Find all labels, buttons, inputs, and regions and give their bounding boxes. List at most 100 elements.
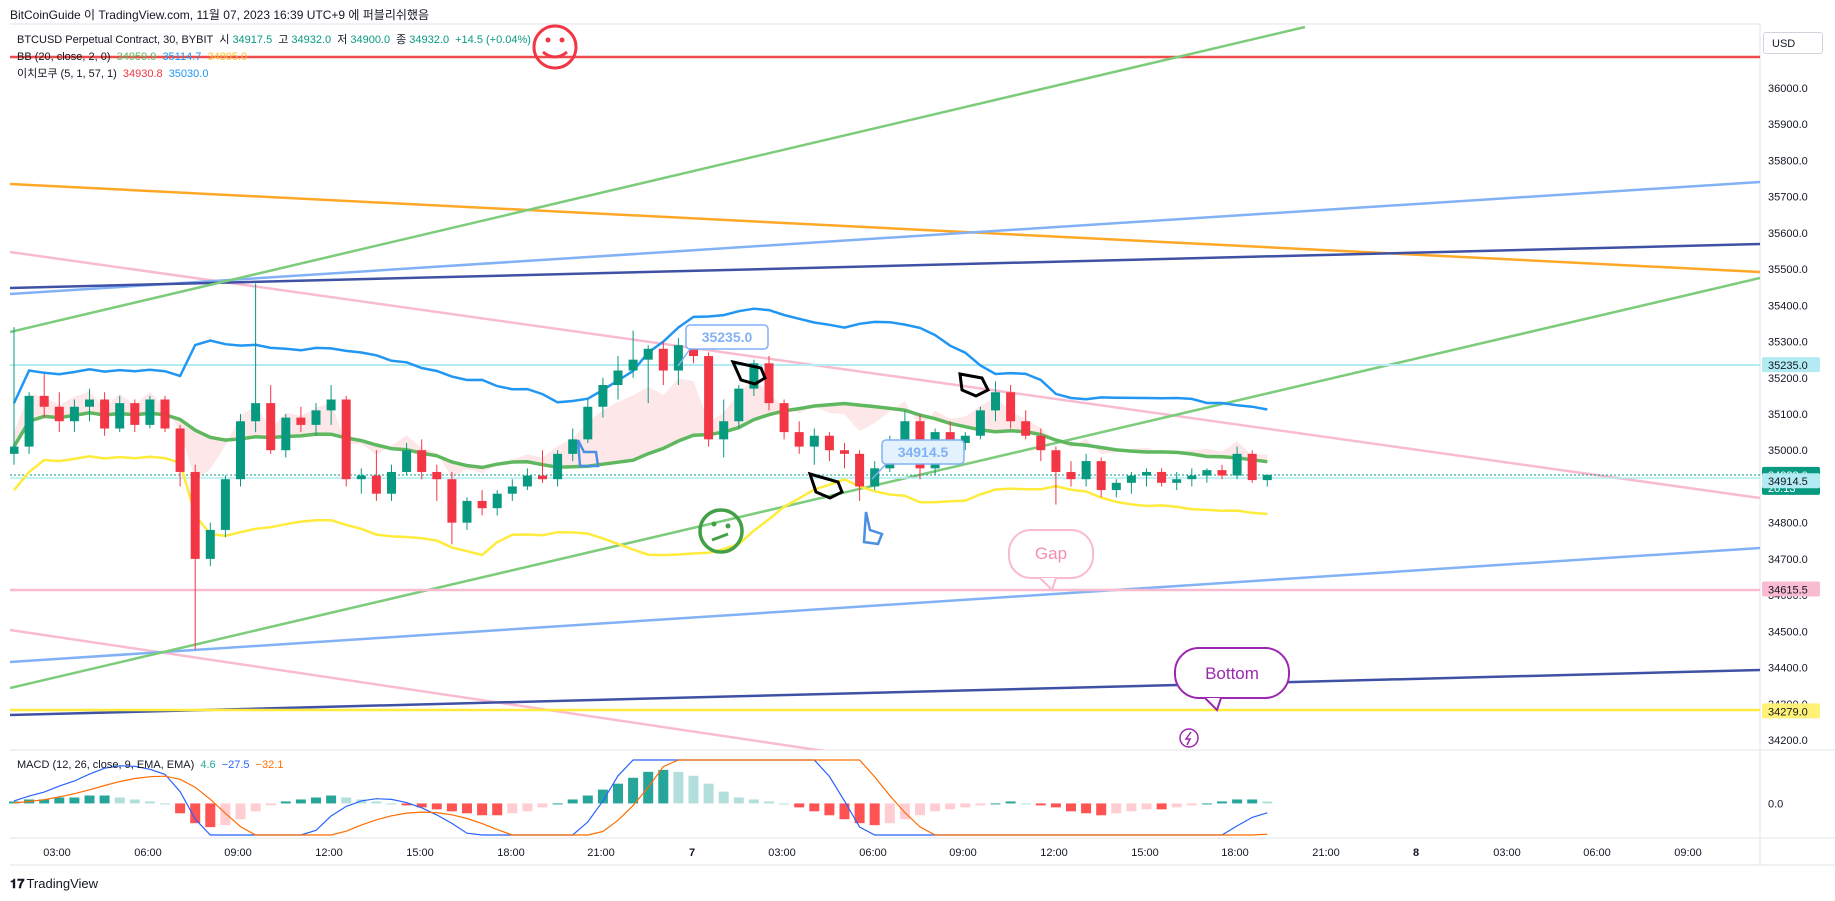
price-axis[interactable]: 36000.0 35900.0 35800.0 35700.0 35600.0 35500… [1762, 83, 1820, 747]
price-tick-label: 34400.0 [1768, 663, 1808, 675]
candle-body [85, 399, 94, 407]
candle-body [553, 453, 563, 480]
candle-body [417, 450, 427, 472]
trendline-drawings[interactable] [10, 25, 1760, 890]
price-tick-label: 35100.0 [1768, 409, 1808, 421]
navy-upper-trendline[interactable] [10, 242, 1760, 290]
price-tick-label: 35800.0 [1768, 155, 1808, 167]
smiley-face-icon [532, 24, 578, 70]
time-tick-label: 06:00 [859, 847, 887, 859]
time-tick-label: 8 [1413, 847, 1419, 859]
orange-trendline[interactable] [10, 182, 1760, 274]
candle-body [402, 450, 412, 472]
macd-histogram-bar [84, 795, 95, 804]
callout-text-2: 34914.5 [898, 444, 949, 460]
price-callout-34914[interactable]: 34914.5 [871, 439, 965, 480]
candle-body [10, 446, 19, 454]
price-tick-label: 35300.0 [1768, 337, 1808, 349]
macd-histogram-bar [265, 803, 276, 806]
candle-body [175, 428, 185, 472]
green-lower-trendline[interactable] [10, 276, 1760, 690]
macd-histogram-bar [205, 803, 216, 828]
candle [643, 345, 653, 404]
publish-caption: BitCoinGuide 이 TradingView.com, 11월 07, … [10, 8, 429, 22]
macd-histogram-bar [1111, 803, 1122, 814]
light-blue-lower-trendline[interactable] [10, 546, 1760, 664]
change-value: +14.5 (+0.04%) [455, 34, 531, 46]
candle [734, 385, 744, 429]
price-tick-label: 34500.0 [1768, 626, 1808, 638]
macd-histogram-bar [39, 799, 50, 804]
candle-body [1172, 479, 1182, 483]
gap-bubble[interactable]: Gap [1008, 529, 1094, 592]
candle-body [492, 493, 502, 509]
macd-histogram-bar [1005, 801, 1016, 804]
macd-histogram-bar [930, 803, 941, 812]
close-value: 34932.0 [409, 34, 450, 46]
price-callout-35235[interactable]: 35235.0 [677, 324, 769, 367]
candle [130, 399, 140, 433]
macd-legend[interactable]: MACD (12, 26, close, 9, EMA, EMA) 4.6 −2… [17, 759, 286, 772]
candle [840, 442, 849, 469]
macd-histogram-bar [1247, 799, 1258, 804]
navy-lower-trendline[interactable] [10, 668, 1760, 717]
candle [583, 399, 593, 443]
macd-histogram-bar [160, 803, 170, 805]
bb-legend[interactable]: BB (20, close, 2, 0) 34959.9 35114.7 348… [17, 51, 250, 64]
candle [266, 385, 276, 454]
price-tag-label: 34615.5 [1768, 584, 1808, 596]
candle-body [1262, 474, 1272, 481]
candle [402, 442, 412, 476]
candle-body [719, 421, 729, 440]
price-tick-label: 34800.0 [1768, 518, 1808, 530]
time-tick-label: 21:00 [1312, 847, 1340, 859]
symbol-legend[interactable]: BTCUSD Perpetual Contract, 30, BYBIT 시 34… [17, 34, 531, 46]
ichimoku-value-1: 34930.8 [122, 68, 163, 80]
macd-histogram-bar [1050, 803, 1061, 808]
macd-histogram-bar [582, 795, 593, 804]
macd-histogram-bar [688, 775, 699, 804]
macd-histogram-bar [552, 803, 563, 805]
macd-histogram-bar [794, 803, 805, 808]
tradingview-logo[interactable]: 𝟏𝟕 TradingView [10, 876, 99, 891]
bb-lower-line [13, 455, 1268, 557]
candle [10, 327, 19, 465]
green-upper-trendline[interactable] [10, 25, 1306, 334]
bb-basis-line [12, 401, 1268, 470]
candle [1217, 464, 1227, 480]
callout-text-1: 35235.0 [702, 329, 753, 345]
pink-lower-trendline[interactable] [10, 628, 1760, 890]
candle-body [749, 363, 759, 389]
light-blue-upper-trendline[interactable] [10, 180, 1760, 296]
price-tag-label: 34279.0 [1768, 706, 1808, 718]
candle-body [220, 479, 230, 530]
candle-body [296, 417, 306, 425]
candle [991, 381, 1000, 422]
time-axis[interactable]: 03:00 06:00 09:00 12:00 15:00 18:00 21:00 7 03:0… [43, 847, 1702, 859]
candle-body [1142, 471, 1151, 476]
candle-body [1217, 470, 1227, 476]
macd-histogram-bar [764, 801, 774, 804]
candle-body [236, 421, 245, 480]
macd-signal-value: −32.1 [255, 759, 284, 771]
macd-histogram-bar [371, 801, 382, 804]
symbol-name: BTCUSD Perpetual Contract, 30, BYBIT [17, 34, 214, 46]
price-tag [1762, 357, 1820, 373]
candle-body [145, 399, 155, 425]
ichimoku-legend[interactable]: 이치모쿠 (5, 1, 57, 1) 34930.8 35030.0 [17, 68, 211, 81]
currency-selector[interactable]: USD [1763, 32, 1823, 54]
bb-label: BB (20, close, 2, 0) [17, 51, 111, 63]
macd-label: MACD (12, 26, close, 9, EMA, EMA) [17, 759, 195, 771]
candle [447, 471, 457, 545]
candle [100, 392, 110, 436]
candle-body [809, 435, 819, 447]
time-tick-label: 15:00 [1131, 847, 1159, 859]
candle [553, 450, 563, 487]
ichimoku-label: 이치모쿠 (5, 1, 57, 1) [17, 68, 117, 80]
candle [477, 490, 487, 516]
candle [1126, 471, 1136, 494]
candle-body [855, 453, 865, 487]
pink-upper-trendline[interactable] [10, 250, 1760, 500]
bottom-bubble[interactable]: Bottom [1174, 647, 1290, 712]
